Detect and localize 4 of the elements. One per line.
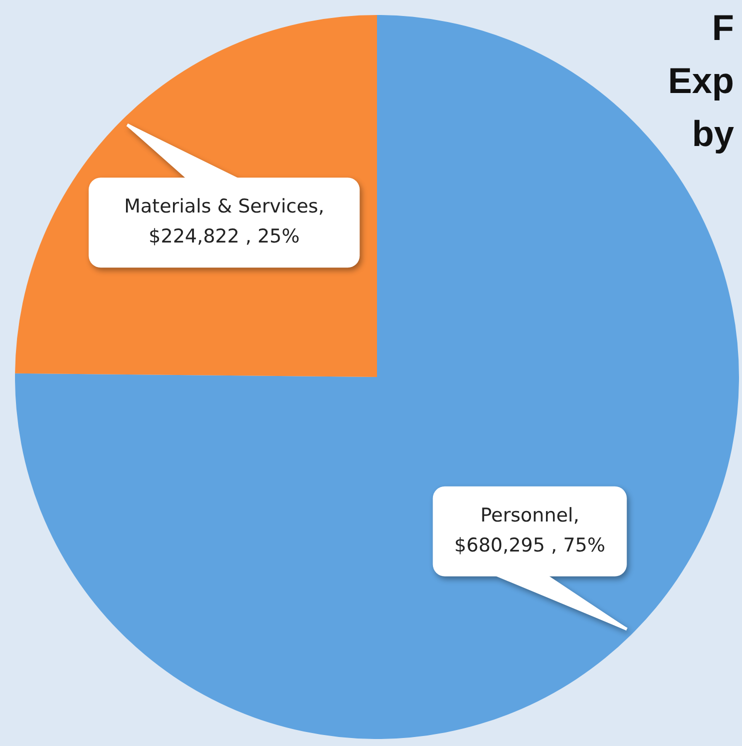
text: F Exp by (668, 7, 734, 154)
pie-slice (15, 15, 739, 739)
slice-label: Materials & Services, $224,822 , 25% (124, 196, 324, 248)
slice-label: Personnel, $680,295 , 75% (454, 504, 606, 557)
